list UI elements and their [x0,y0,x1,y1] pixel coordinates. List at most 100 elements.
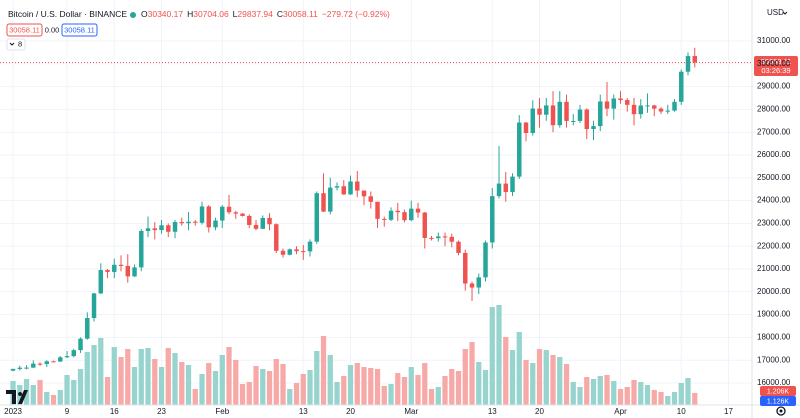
y-tick-label: 28000.00 [757,105,791,114]
x-tick-label: Feb [215,407,229,416]
candle-body [44,361,50,365]
candle-body [368,196,373,202]
volume-bar [644,385,651,405]
candle-body [247,215,252,225]
volume-bar [692,392,698,405]
volume-bar [455,371,462,405]
candle-body [314,193,319,242]
candle-body [496,183,502,197]
buy-price[interactable]: 30058.11 [64,25,95,34]
volume-bar [584,377,590,405]
candle-body [517,122,522,177]
y-tick-label: 23000.00 [757,219,791,228]
candle-body [31,363,36,368]
price-marker [754,56,798,76]
volume-bar [374,369,381,405]
candle-body [307,241,313,252]
volume-bar [152,359,158,405]
volume-bar [327,355,333,405]
volume-bar [98,338,104,405]
ohlc-legend: O30340.17 H30704.06 L29837.94 C30058.11 −279… [141,9,390,19]
volume-bar [84,352,90,405]
volume-bar [37,380,43,405]
candle-body [537,108,542,115]
volume-bar [449,369,455,405]
y-tick-label: 26000.00 [757,150,791,159]
volume-bar [145,348,151,405]
y-tick-label: 16000.00 [757,378,791,387]
candle-body [692,56,697,63]
chevron-icon [9,42,15,46]
candle-body [98,270,104,294]
candle-body [193,221,198,223]
logo[interactable] [6,390,28,404]
y-tick-label: 25000.00 [757,173,791,182]
volume-bar [50,395,57,405]
candle-body [577,109,583,121]
volume-bar [347,365,354,405]
candle-body [260,217,265,229]
x-tick-label: 23 [157,407,166,416]
candle-body [658,108,664,112]
candle-body [85,318,90,339]
volume-bar [354,363,360,405]
buy-box[interactable] [61,23,98,37]
x-tick-label: 13 [299,407,308,416]
sell-box[interactable] [6,23,43,37]
volume-bar [287,389,293,405]
candle-body [645,105,650,107]
settings-icon[interactable] [776,406,786,416]
indicators-toggle[interactable] [6,38,26,51]
x-tick-label: Mar [404,407,418,416]
x-tick-label: 2023 [4,407,22,416]
volume-bar [280,364,286,405]
candle-body [10,368,16,371]
candle-body [24,367,29,369]
candle-body [685,56,691,72]
volume-bar [415,375,421,405]
candle-body [78,338,83,351]
currency[interactable]: USD [767,8,784,17]
volume-bar [678,383,684,405]
x-tick-label: 10 [677,407,686,416]
volume-bar [233,360,239,405]
candle-body [355,181,360,191]
candle-body [226,206,232,213]
candle-body [287,249,292,255]
volume-bar [658,392,664,405]
candle-body [388,210,394,220]
candle-body [334,186,340,188]
candle-body [544,105,549,115]
candle-body [132,267,137,277]
candle-body [476,277,481,288]
volume-bar [638,382,644,405]
volume-bar [179,362,185,405]
candle-body [395,210,400,213]
candle-body [51,361,56,363]
indicator-count[interactable]: 8 [18,39,22,48]
volume-bar [111,347,117,405]
volume-bar [172,353,178,405]
y-tick-label: 19000.00 [757,310,791,319]
volume-bar [624,387,630,405]
candle-body [274,224,279,251]
y-tick-label: 29000.00 [757,82,791,91]
candle-body [280,250,286,255]
volume-bar [138,349,144,405]
candle-body [584,109,589,130]
sell-price[interactable]: 30058.11 [9,25,40,34]
volume-bar [300,374,306,405]
y-tick-label: 30000.00 [757,59,791,68]
candle-body [571,120,576,122]
candle-body [361,190,367,197]
volume-bar [307,370,313,405]
spread: 0.00 [45,25,60,34]
y-tick-label: 22000.00 [757,241,791,250]
candle-body [523,122,529,133]
candle-body [490,196,495,243]
volume-bar [469,342,475,405]
volume-bar [273,359,279,405]
candle-body [58,357,63,362]
volume-bar [260,369,266,405]
volume-bar [314,351,320,405]
